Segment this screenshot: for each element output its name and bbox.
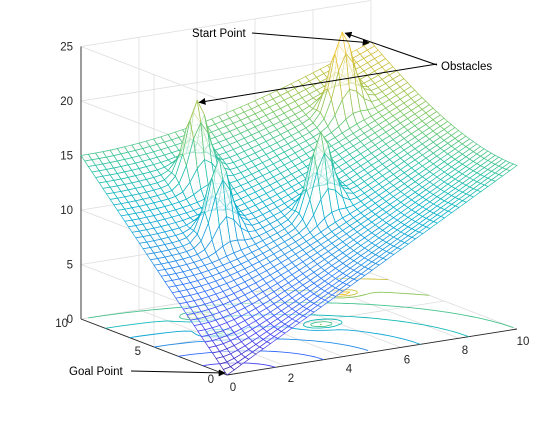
start-point-arrow [251,32,370,46]
grid-line [153,300,445,348]
y-tick-label: 0 [208,374,214,386]
obstacles-arrow [198,63,438,105]
y-tick-label: 5 [135,346,141,358]
obstacles-label: Obstacles [441,61,492,73]
z-tick-label: 10 [60,205,73,217]
x-tick-label: 0 [230,382,236,394]
z-tick-label: 20 [60,96,73,108]
z-tick-label: 5 [67,260,73,272]
x-tick-label: 4 [346,364,353,376]
goal-point-arrow [130,369,226,377]
x-tick-label: 8 [462,345,468,357]
grid-line [80,0,372,47]
x-tick-label: 6 [404,354,410,366]
z-tick-label: 0 [67,314,73,326]
x-tick-label: 10 [517,336,530,348]
z-tick-label: 15 [60,151,73,163]
y-tick-label: 10 [55,318,68,330]
z-tick-label: 25 [60,42,73,54]
surface-face [505,163,518,172]
start-point-label: Start Point [192,28,246,40]
potential-surface [80,31,518,376]
grid-line [80,54,372,102]
x-tick-label: 2 [288,373,294,385]
annotations: Start Point Obstacles Goal Point [69,28,492,378]
obstacles-arrow [344,31,438,66]
goal-point-label: Goal Point [69,366,124,378]
